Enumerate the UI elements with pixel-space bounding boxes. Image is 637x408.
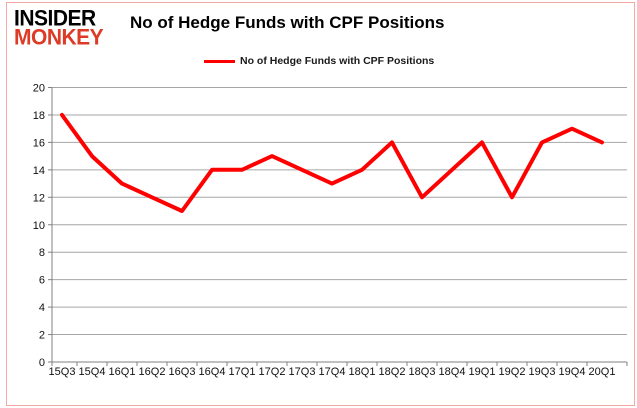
x-tick-18Q1: 18Q1 bbox=[349, 366, 376, 378]
svg-text:14: 14 bbox=[33, 165, 45, 177]
svg-text:2: 2 bbox=[39, 330, 45, 342]
legend: No of Hedge Funds with CPF Positions bbox=[204, 55, 434, 67]
x-tick-20Q1: 20Q1 bbox=[589, 366, 616, 378]
logo-line2: MONKEY bbox=[14, 25, 104, 50]
insider-monkey-logo: INSIDER MONKEY bbox=[14, 6, 104, 50]
x-tick-16Q2: 16Q2 bbox=[139, 366, 166, 378]
x-tick-19Q1: 19Q1 bbox=[469, 366, 496, 378]
legend-label: No of Hedge Funds with CPF Positions bbox=[240, 55, 435, 67]
svg-text:20: 20 bbox=[33, 83, 45, 95]
y-axis-tick-labels: 0 2 4 6 8 10 12 14 16 18 20 bbox=[33, 83, 45, 370]
x-tick-17Q1: 17Q1 bbox=[229, 366, 256, 378]
x-tick-19Q2: 19Q2 bbox=[499, 366, 526, 378]
x-tick-16Q1: 16Q1 bbox=[109, 366, 136, 378]
x-tick-19Q4: 19Q4 bbox=[559, 366, 586, 378]
x-tick-15Q4: 15Q4 bbox=[79, 366, 106, 378]
svg-text:16: 16 bbox=[33, 137, 45, 149]
x-tick-17Q4: 17Q4 bbox=[319, 366, 346, 378]
x-axis-tick-labels: 15Q3 15Q4 16Q1 16Q2 16Q3 16Q4 17Q1 17Q2 17Q3 17Q4… bbox=[49, 366, 616, 378]
logo-line1: INSIDER bbox=[14, 6, 96, 31]
hedge-fund-line bbox=[60, 112, 604, 213]
x-tick-15Q3: 15Q3 bbox=[49, 366, 76, 378]
svg-text:18: 18 bbox=[33, 110, 45, 122]
svg-text:0: 0 bbox=[39, 357, 45, 369]
x-tick-17Q2: 17Q2 bbox=[259, 366, 286, 378]
gridlines bbox=[52, 87, 627, 336]
svg-text:10: 10 bbox=[33, 220, 45, 232]
svg-text:4: 4 bbox=[39, 302, 45, 314]
axes bbox=[48, 87, 628, 366]
x-tick-16Q3: 16Q3 bbox=[169, 366, 196, 378]
svg-text:12: 12 bbox=[33, 192, 45, 204]
series-line bbox=[60, 112, 604, 213]
svg-text:8: 8 bbox=[39, 247, 45, 259]
x-tick-16Q4: 16Q4 bbox=[199, 366, 226, 378]
legend-line-swatch bbox=[204, 59, 235, 63]
x-tick-19Q3: 19Q3 bbox=[529, 366, 556, 378]
svg-text:6: 6 bbox=[39, 275, 45, 287]
x-tick-18Q2: 18Q2 bbox=[379, 366, 406, 378]
x-tick-17Q3: 17Q3 bbox=[289, 366, 316, 378]
x-tick-18Q4: 18Q4 bbox=[439, 366, 466, 378]
chart-title: No of Hedge Funds with CPF Positions bbox=[130, 13, 445, 32]
x-tick-18Q3: 18Q3 bbox=[409, 366, 436, 378]
